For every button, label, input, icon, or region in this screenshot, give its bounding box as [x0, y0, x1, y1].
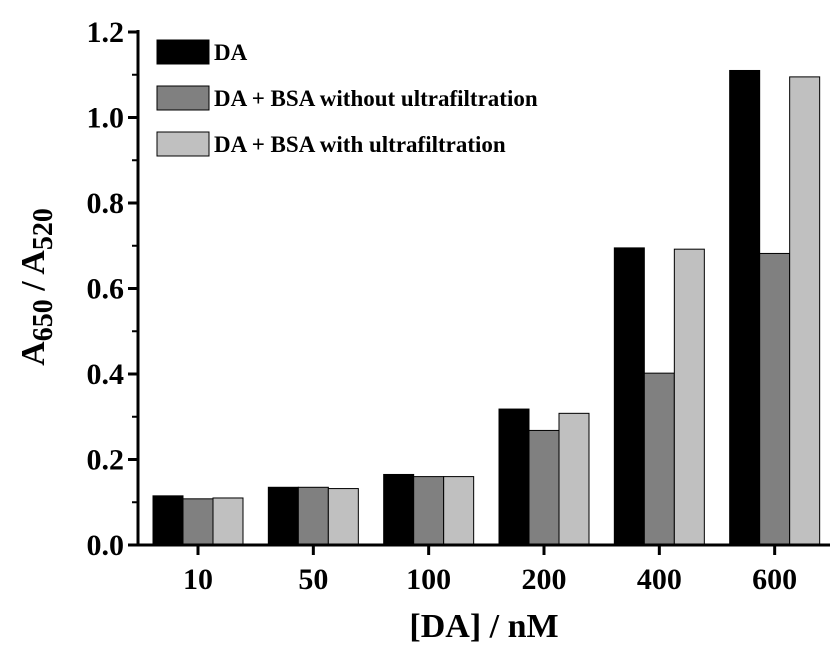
legend-swatch-0 [156, 39, 210, 65]
x-axis-label: [DA] / nM [409, 608, 558, 645]
legend-swatch-1 [156, 85, 210, 111]
y-tick-label-1.0: 1.0 [87, 102, 125, 135]
bar-10-series-2 [212, 497, 244, 546]
legend: DA DA + BSA without ultrafiltration DA + B… [156, 39, 538, 157]
bar-100-series-0 [383, 473, 415, 546]
x-tick-label-100: 100 [406, 563, 451, 596]
bar-600-series-1 [759, 252, 791, 546]
bars-group [152, 69, 821, 546]
y-tick-label-1.2: 1.2 [87, 16, 125, 49]
x-tick-label-50: 50 [298, 563, 328, 596]
bar-200-series-0 [498, 408, 530, 546]
x-ticks-group: 10 50 100 200 400 600 [183, 545, 797, 596]
bar-10-series-1 [182, 498, 214, 546]
bar-100-series-1 [413, 476, 445, 546]
bar-50-series-2 [327, 488, 359, 546]
bar-100-series-2 [443, 476, 475, 546]
legend-swatch-2 [156, 131, 210, 157]
bar-200-series-1 [528, 429, 560, 546]
legend-label-0: DA [214, 40, 248, 65]
bar-200-series-2 [558, 412, 590, 546]
bar-400-series-0 [613, 247, 645, 546]
y-tick-label-0.6: 0.6 [87, 273, 125, 306]
y-tick-label-0.0: 0.0 [87, 529, 125, 562]
y-ticks-group: 0.0 0.2 0.4 0.6 0.8 1.0 1.2 [87, 16, 138, 562]
y-axis-label-sub2: 520 [28, 208, 59, 250]
bar-600-series-0 [729, 69, 761, 546]
bar-10-series-0 [152, 495, 184, 546]
legend-label-2: DA + BSA with ultrafiltration [214, 132, 506, 157]
bar-50-series-0 [267, 486, 299, 546]
y-axis-label-sub1: 650 [28, 299, 59, 341]
x-tick-label-600: 600 [752, 563, 797, 596]
y-axis-label-main: A [15, 341, 52, 366]
bar-600-series-2 [789, 76, 821, 546]
bar-50-series-1 [297, 486, 329, 546]
x-tick-label-10: 10 [183, 563, 213, 596]
bar-400-series-1 [643, 372, 675, 546]
bar-400-series-2 [673, 248, 705, 546]
y-tick-label-0.8: 0.8 [87, 187, 125, 220]
legend-label-1: DA + BSA without ultrafiltration [214, 86, 538, 111]
x-tick-label-200: 200 [522, 563, 567, 596]
y-axis-label: A650 / A520 [15, 208, 59, 366]
y-axis-label-sep: / A [15, 250, 52, 300]
y-tick-label-0.2: 0.2 [87, 444, 125, 477]
x-tick-label-400: 400 [637, 563, 682, 596]
y-tick-label-0.4: 0.4 [87, 358, 125, 391]
